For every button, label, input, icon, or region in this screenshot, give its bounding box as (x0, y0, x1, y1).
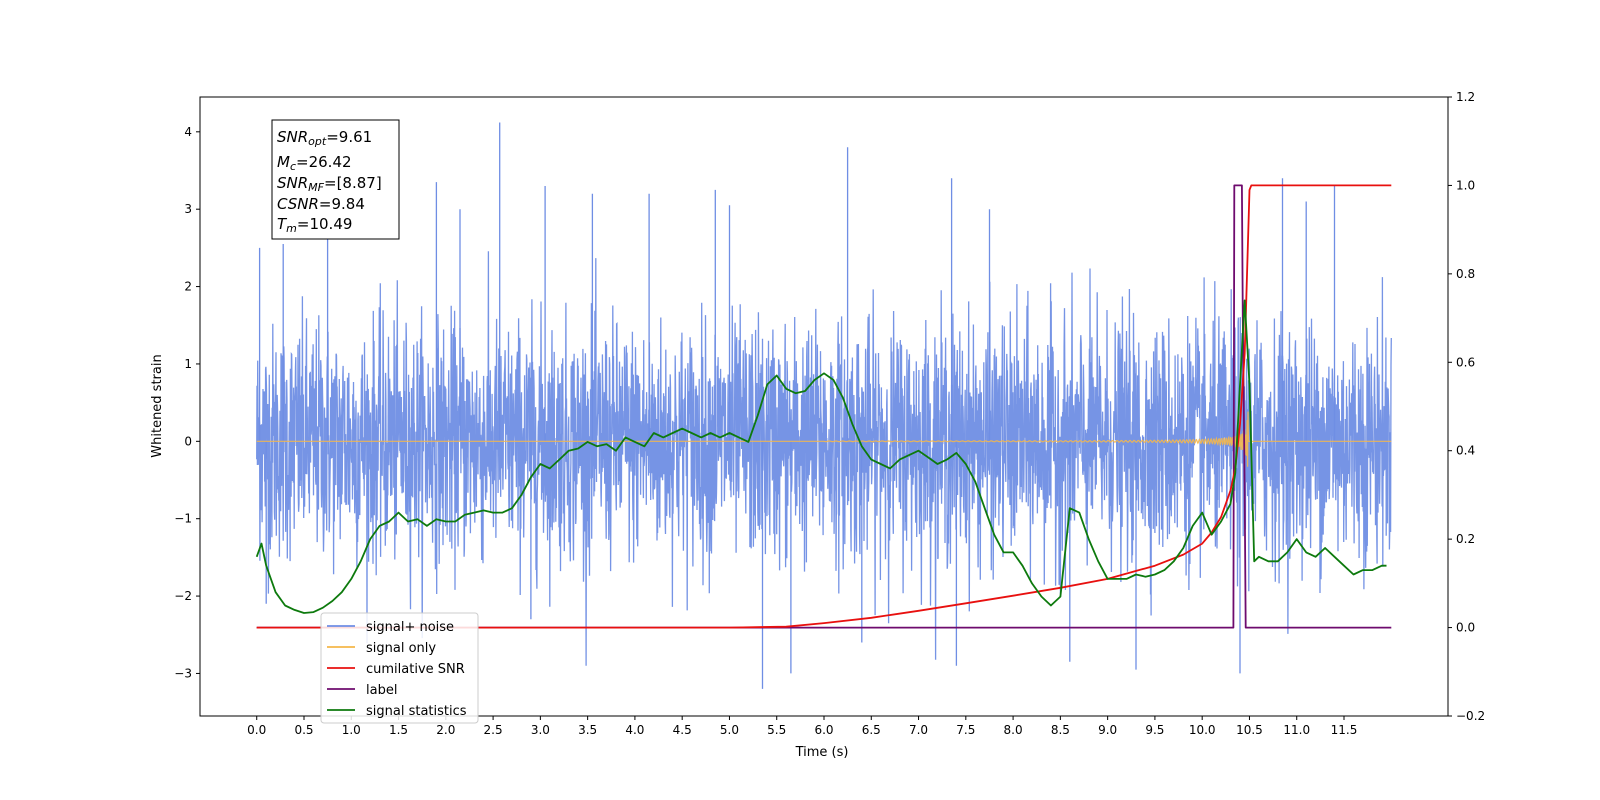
x-tick-label: 10.0 (1189, 723, 1216, 737)
y2-tick-label: 0.2 (1456, 532, 1475, 546)
x-tick-label: 2.0 (436, 723, 455, 737)
y2-tick-label: 1.2 (1456, 90, 1475, 104)
series-signal-noise-peaks (258, 122, 1336, 689)
x-tick-label: 11.0 (1283, 723, 1310, 737)
x-tick-label: 9.0 (1098, 723, 1117, 737)
legend-entry-cumilative-snr: cumilative SNR (327, 662, 465, 677)
legend-label-cumilative-snr: cumilative SNR (366, 662, 465, 677)
x-tick-label: 3.0 (531, 723, 550, 737)
x-tick-label: 4.5 (673, 723, 692, 737)
x-tick-label: 7.0 (909, 723, 928, 737)
y-tick-label: 1 (184, 357, 192, 371)
series-layer (255, 122, 1392, 689)
legend-label-signal-only: signal only (366, 641, 436, 656)
series-cumilative-snr (256, 184, 1392, 629)
y-tick-label: 2 (184, 280, 192, 294)
x-tick-label: 6.0 (814, 723, 833, 737)
x-tick-label: 1.0 (342, 723, 361, 737)
y-tick-label: −3 (174, 666, 192, 680)
x-axis-label: Time (s) (795, 745, 849, 760)
y2-tick-label: −0.2 (1456, 709, 1485, 723)
x-tick-label: 5.0 (720, 723, 739, 737)
y-tick-label: −2 (174, 589, 192, 603)
x-tick-label: 9.5 (1145, 723, 1164, 737)
legend-label-label: label (366, 683, 397, 698)
stat-snr-opt: SNRopt=9.61 (277, 128, 372, 148)
y-tick-label: 0 (184, 434, 192, 448)
x-tick-label: 4.0 (625, 723, 644, 737)
stat-mc: Mc=26.42 (277, 153, 352, 173)
legend-entry-signal-only: signal only (327, 641, 436, 656)
y-axis-label: Whitened strain (150, 354, 165, 457)
x-tick-label: 0.5 (294, 723, 313, 737)
y2-tick-label: 0.4 (1456, 444, 1475, 458)
y2-tick-label: 0.8 (1456, 267, 1475, 281)
legend-frame (320, 612, 479, 724)
legend-entry-signal-noise: signal+ noise (327, 620, 454, 635)
x-tick-label: 8.5 (1051, 723, 1070, 737)
y-tick-label: 4 (184, 125, 192, 139)
y2-tick-label: 0.0 (1456, 621, 1475, 635)
legend: signal+ noise signal only cumilative SNR… (320, 612, 479, 724)
series-signal-noise (256, 251, 1392, 666)
stats-box: SNRopt=9.61 Mc=26.42 SNRMF=[8.87] CSNR=9… (271, 119, 400, 240)
x-tick-label: 3.5 (578, 723, 597, 737)
x-tick-label: 11.5 (1331, 723, 1358, 737)
y-axis: 4 3 2 1 0 −1 −2 −3 (174, 125, 200, 680)
legend-label-signal-statistics: signal statistics (366, 704, 467, 719)
series-signal-only (256, 411, 1392, 467)
legend-entry-signal-statistics: signal statistics (327, 704, 467, 719)
x-tick-label: 2.5 (484, 723, 503, 737)
legend-label-signal-noise: signal+ noise (366, 620, 454, 635)
x-tick-label: 7.5 (956, 723, 975, 737)
y-tick-label: 3 (184, 202, 192, 216)
x-tick-label: 8.0 (1004, 723, 1023, 737)
series-signal-statistics (255, 299, 1387, 614)
y-tick-label: −1 (174, 512, 192, 526)
y2-tick-label: 1.0 (1456, 178, 1475, 192)
legend-entry-label: label (327, 683, 397, 698)
stat-csnr: CSNR=9.84 (277, 195, 365, 213)
y2-tick-label: 0.6 (1456, 355, 1475, 369)
x-tick-label: 5.5 (767, 723, 786, 737)
x-tick-label: 0.0 (247, 723, 266, 737)
x-tick-label: 1.5 (389, 723, 408, 737)
stat-snr-mf: SNRMF=[8.87] (277, 174, 382, 194)
stat-tm: Tm=10.49 (277, 215, 352, 235)
x-tick-label: 10.5 (1236, 723, 1263, 737)
x-axis: 0.0 0.5 1.0 1.5 2.0 2.5 3.0 3.5 4.0 4.5 5.0 5.5 6.0 6… (247, 716, 1357, 737)
x-tick-label: 6.5 (862, 723, 881, 737)
y2-axis: 1.2 1.0 0.8 0.6 0.4 0.2 0.0 −0.2 (1448, 90, 1485, 723)
